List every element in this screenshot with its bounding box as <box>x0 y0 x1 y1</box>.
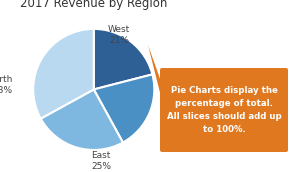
Wedge shape <box>94 29 152 89</box>
Text: South
21%: South 21% <box>161 82 188 103</box>
Text: East
25%: East 25% <box>91 151 111 171</box>
Wedge shape <box>94 74 154 142</box>
Text: West
21%: West 21% <box>108 25 130 45</box>
Polygon shape <box>148 45 162 100</box>
Title: 2017 Revenue by Region: 2017 Revenue by Region <box>20 0 167 10</box>
Text: North
33%: North 33% <box>0 74 12 95</box>
Text: Pie Charts display the
percentage of total.
All slices should add up
to 100%.: Pie Charts display the percentage of tot… <box>167 86 281 134</box>
Wedge shape <box>33 29 94 119</box>
FancyBboxPatch shape <box>160 68 288 152</box>
Wedge shape <box>41 89 123 150</box>
